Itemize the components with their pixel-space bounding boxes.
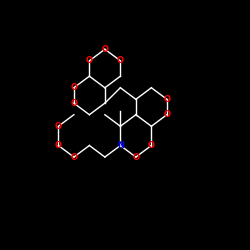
Text: O: O (132, 152, 140, 162)
Text: O: O (164, 95, 170, 104)
Text: O: O (117, 56, 124, 65)
Text: O: O (70, 152, 78, 162)
Text: O: O (70, 83, 78, 92)
Text: O: O (164, 110, 170, 119)
Text: O: O (70, 99, 78, 108)
Text: O: O (86, 56, 93, 65)
Text: O: O (55, 122, 62, 131)
Text: O: O (55, 141, 62, 150)
Text: O: O (148, 141, 155, 150)
Text: N: N (117, 141, 124, 150)
Text: O: O (102, 45, 108, 54)
